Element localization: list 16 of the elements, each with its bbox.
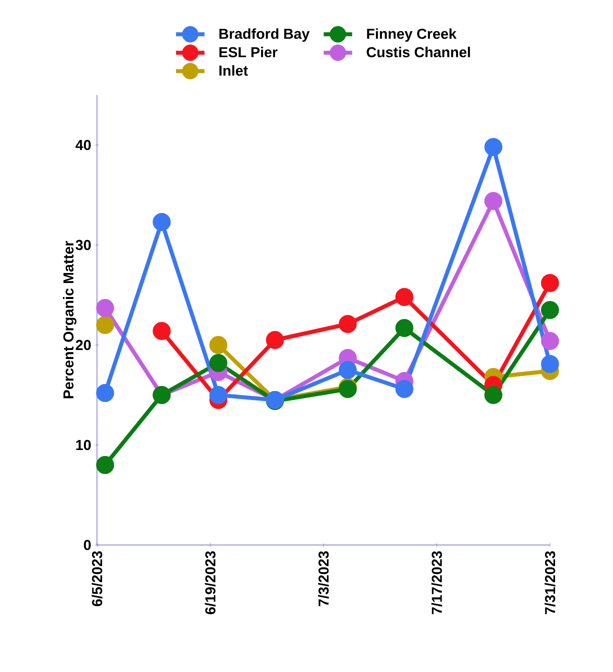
y-tick-label: 10 bbox=[76, 440, 91, 450]
y-tick-label: 30 bbox=[76, 240, 91, 250]
legend-label: Custis Channel bbox=[366, 46, 470, 58]
legend-label: Finney Creek bbox=[367, 28, 457, 42]
legend-label: ESL Pier bbox=[219, 46, 278, 58]
x-tick-label: 6/5/2023 bbox=[92, 551, 102, 606]
x-tick-label: 7/3/2023 bbox=[318, 551, 329, 606]
y-axis-title: Percent Organic Matter bbox=[62, 241, 76, 398]
legend-label: Bradford Bay bbox=[219, 28, 310, 42]
x-tick-label: 6/19/2023 bbox=[204, 551, 216, 614]
x-tick-label: 7/17/2023 bbox=[431, 551, 442, 614]
legend-label: Inlet bbox=[219, 65, 248, 76]
y-tick-label: 40 bbox=[76, 140, 91, 150]
x-tick-label: 7/31/2023 bbox=[544, 551, 556, 614]
y-tick-label: 20 bbox=[76, 340, 91, 350]
y-tick-label: 0 bbox=[84, 540, 91, 550]
